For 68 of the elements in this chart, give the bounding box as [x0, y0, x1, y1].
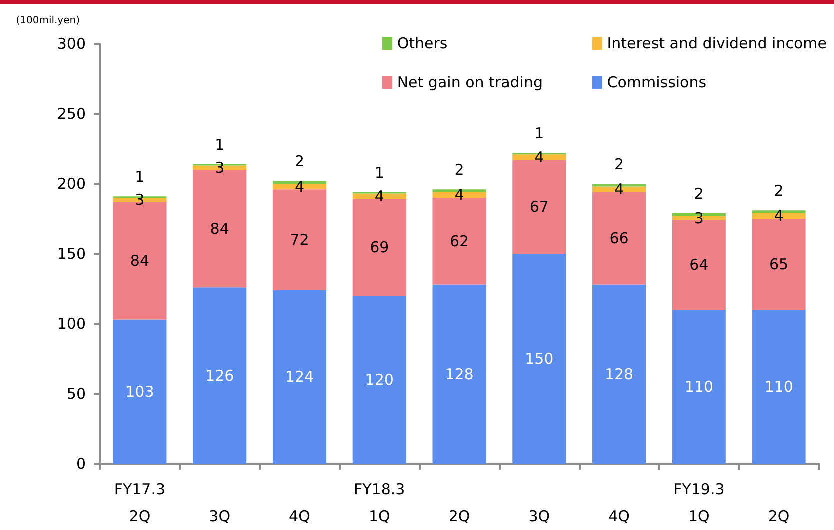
bar	[432, 284, 486, 464]
data-label: 2	[294, 152, 304, 171]
data-label: 4	[454, 186, 464, 204]
data-label: 4	[614, 180, 624, 199]
data-label: 84	[210, 220, 230, 238]
data-label: 120	[365, 371, 394, 389]
data-label: 2	[774, 182, 784, 200]
data-label: 103	[126, 382, 154, 401]
x-tick-label: FY18.3 1Q	[354, 480, 406, 526]
bar	[432, 198, 486, 285]
data-label: 4	[774, 207, 784, 226]
bar	[272, 290, 326, 464]
data-label: 62	[450, 232, 470, 250]
y-tick-label: 200	[57, 175, 86, 193]
legend-label: Commissions	[607, 74, 707, 92]
bar	[672, 310, 726, 464]
data-label: 124	[285, 368, 314, 386]
y-tick-label: 250	[57, 105, 86, 123]
data-label: 84	[130, 252, 150, 270]
y-tick-label: 50	[66, 385, 86, 403]
x-tick-label: FY17.3 2Q	[114, 480, 166, 526]
bar	[512, 254, 566, 464]
bar	[193, 288, 247, 464]
bar	[113, 320, 167, 464]
legend-label: Others	[397, 34, 448, 52]
data-label: 72	[290, 231, 310, 249]
data-label: 1	[215, 136, 225, 154]
data-label: 128	[445, 365, 474, 384]
bar	[592, 284, 646, 464]
data-label: 64	[690, 256, 709, 274]
data-label: 65	[770, 256, 789, 274]
data-label: 4	[374, 188, 384, 206]
legend-label: Interest and dividend income	[607, 34, 828, 52]
x-tick-label: FY19.3 1Q	[674, 480, 725, 526]
data-label: 1	[135, 168, 145, 186]
x-tick-label: 2Q	[768, 508, 790, 526]
x-tick-label: 3Q	[528, 508, 550, 526]
data-label: 69	[370, 238, 390, 257]
data-label: 1	[534, 124, 544, 143]
y-axis-title: (100mil.yen)	[16, 16, 80, 26]
data-label: 150	[525, 350, 554, 368]
bar	[352, 296, 406, 464]
data-label: 3	[135, 191, 145, 210]
x-tick-label: 3Q	[209, 508, 231, 526]
x-tick-label: 2Q	[448, 508, 470, 526]
x-tick-label: 4Q	[608, 508, 630, 526]
y-tick-label: 100	[57, 315, 86, 333]
data-label: 4	[534, 148, 544, 166]
data-label: 3	[215, 158, 225, 177]
legend-label: Net gain on trading	[397, 74, 544, 92]
data-label: 4	[294, 178, 304, 196]
y-tick-label: 150	[57, 245, 86, 263]
data-label: 2	[614, 156, 624, 174]
x-tick-label: 4Q	[289, 508, 310, 526]
bar	[752, 219, 806, 310]
data-label: 3	[694, 209, 704, 228]
data-label: 110	[764, 378, 794, 396]
y-tick-label: 0	[76, 455, 86, 473]
data-label: 66	[610, 230, 629, 248]
data-label: 2	[454, 161, 464, 180]
bar	[752, 310, 806, 464]
data-label: 110	[684, 378, 714, 396]
data-label: 67	[530, 198, 549, 216]
data-label: 128	[604, 365, 634, 384]
data-label: 126	[206, 366, 234, 385]
data-label: 2	[694, 184, 704, 203]
data-label: 1	[374, 164, 384, 182]
y-tick-label: 300	[57, 35, 86, 53]
